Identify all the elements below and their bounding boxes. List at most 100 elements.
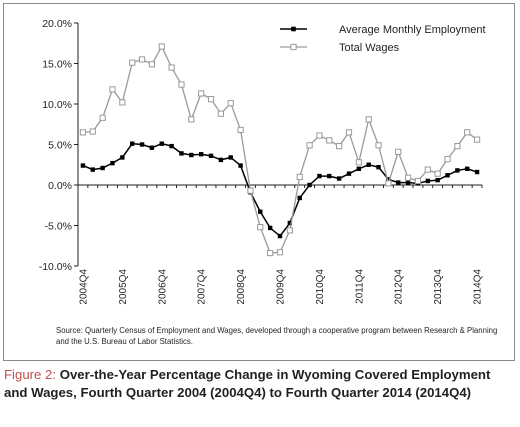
data-point — [169, 143, 174, 149]
data-point — [159, 141, 164, 146]
x-tick-label: 2008Q4 — [236, 269, 247, 305]
data-point — [89, 128, 96, 135]
data-point — [80, 163, 86, 168]
data-point — [129, 141, 135, 146]
data-point — [444, 155, 451, 163]
series-line — [82, 142, 478, 238]
x-tick-label: 2005Q4 — [118, 269, 129, 305]
data-point — [207, 96, 215, 103]
x-tick-label: 2014Q4 — [473, 269, 484, 305]
legend-swatch-marker — [291, 26, 296, 32]
data-point — [100, 165, 105, 171]
data-point — [365, 116, 372, 123]
data-point — [356, 166, 362, 171]
chart-series — [79, 43, 481, 257]
chart-legend: Average Monthly Employment Total Wages — [280, 24, 486, 54]
data-point — [464, 129, 471, 136]
data-point — [296, 173, 303, 181]
data-point — [405, 180, 411, 185]
data-point — [119, 99, 126, 106]
data-point — [376, 164, 381, 170]
x-tick-label: 2013Q4 — [433, 269, 444, 305]
data-point — [218, 157, 224, 163]
data-point — [148, 61, 156, 68]
legend-label: Total Wages — [339, 42, 400, 54]
data-point — [307, 182, 312, 188]
data-point — [286, 227, 293, 234]
source-note: Source: Quarterly Census of Employment a… — [56, 326, 498, 346]
data-point — [267, 249, 274, 257]
data-point — [257, 224, 264, 231]
data-point — [267, 225, 273, 231]
series-employment — [80, 141, 480, 239]
legend-swatch-marker — [290, 43, 297, 51]
series-line — [82, 45, 478, 254]
data-point — [227, 100, 234, 107]
data-point — [247, 187, 254, 194]
data-point — [385, 180, 392, 187]
series-wages — [79, 43, 481, 257]
data-point — [179, 151, 184, 156]
data-point — [277, 233, 283, 239]
data-point — [465, 166, 470, 171]
data-point — [188, 116, 195, 123]
x-tick-label: 2012Q4 — [394, 269, 405, 305]
data-point — [208, 153, 214, 159]
data-point — [189, 152, 194, 158]
y-tick-label: 10.0% — [42, 99, 72, 111]
caption-text: Over-the-Year Percentage Change in Wyomi… — [4, 367, 491, 400]
data-point — [138, 56, 146, 63]
data-point — [258, 209, 263, 214]
x-tick-label: 2011Q4 — [354, 269, 365, 304]
caption-label: Figure 2: — [4, 367, 57, 382]
y-tick-label: 0.0% — [48, 180, 72, 192]
data-point — [355, 159, 362, 166]
data-point — [336, 143, 343, 150]
legend-item: Average Monthly Employment — [280, 24, 486, 36]
data-point — [198, 90, 205, 97]
y-tick-label: -5.0% — [45, 221, 72, 233]
data-point — [336, 176, 342, 181]
data-point — [474, 169, 480, 175]
data-point — [386, 177, 391, 182]
data-point — [396, 180, 401, 185]
chart-axes: -10.0% -5.0% 0.0% 5.0% 10.0% 15.0% 20.0% 2004Q4… — [39, 18, 484, 305]
data-point — [120, 155, 125, 160]
data-point — [306, 142, 313, 149]
data-point — [327, 173, 332, 179]
data-point — [129, 59, 136, 66]
line-chart: -10.0% -5.0% 0.0% 5.0% 10.0% 15.0% 20.0% 2004Q4… — [39, 18, 486, 305]
data-point — [109, 86, 116, 93]
figure-caption: Figure 2: Over-the-Year Percentage Chang… — [4, 366, 516, 401]
data-point — [395, 148, 402, 155]
data-point — [414, 177, 422, 185]
data-point — [158, 43, 165, 50]
data-point — [168, 64, 175, 71]
data-point — [149, 145, 155, 150]
data-point — [228, 155, 233, 160]
data-point — [455, 168, 460, 173]
data-point — [217, 110, 224, 117]
data-point — [99, 114, 106, 121]
data-point — [237, 126, 244, 134]
data-point — [287, 220, 293, 226]
x-tick-label: 2010Q4 — [315, 269, 326, 305]
data-point — [425, 178, 431, 184]
data-point — [139, 142, 145, 147]
x-tick-label: 2004Q4 — [78, 269, 89, 305]
data-point — [424, 166, 431, 173]
data-point — [198, 152, 204, 157]
data-point — [454, 143, 461, 150]
data-point — [445, 173, 450, 178]
data-point — [366, 162, 371, 167]
data-point — [434, 170, 441, 177]
data-point — [473, 136, 481, 143]
data-point — [375, 142, 382, 149]
data-point — [316, 132, 323, 139]
data-point — [110, 160, 115, 166]
data-point — [435, 177, 440, 183]
data-point — [326, 137, 333, 144]
chart-frame: -10.0% -5.0% 0.0% 5.0% 10.0% 15.0% 20.0% 2004Q4… — [3, 3, 515, 361]
legend-item: Total Wages — [280, 42, 400, 54]
legend-label: Average Monthly Employment — [339, 24, 486, 36]
